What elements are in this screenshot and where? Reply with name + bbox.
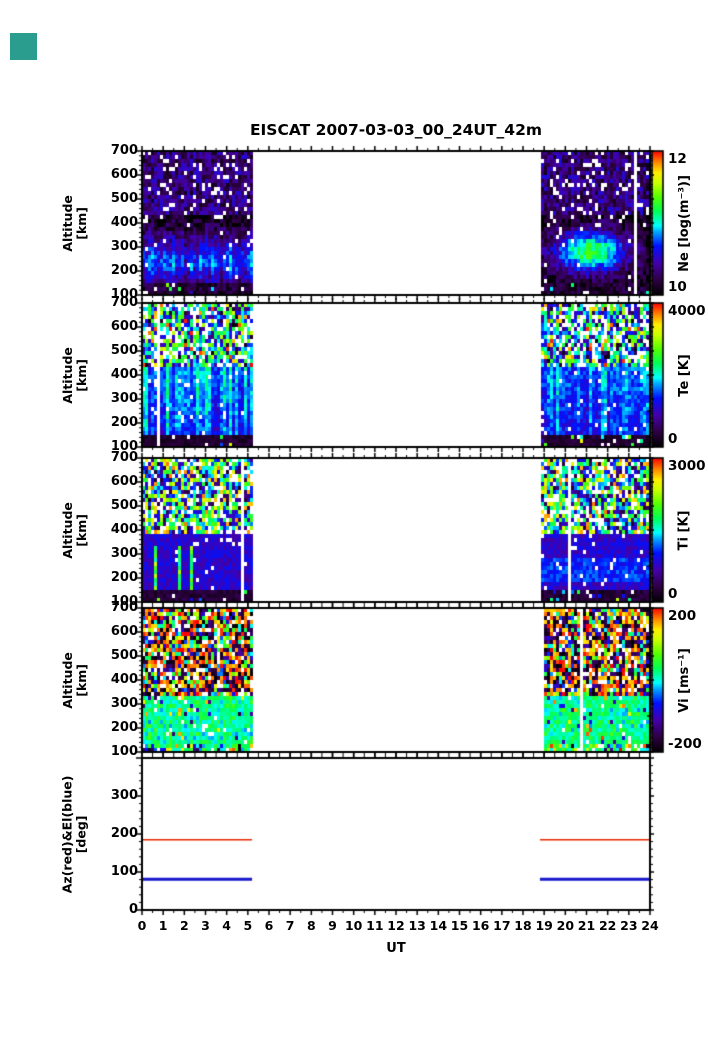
colorbar-label-ti: Ti [K] bbox=[664, 458, 706, 602]
x-tick-label: 22 bbox=[598, 918, 617, 933]
x-tick-label: 23 bbox=[620, 918, 638, 933]
y-tick-label: 300 bbox=[110, 239, 138, 254]
y-tick-label: 600 bbox=[110, 319, 138, 334]
x-tick-label: 16 bbox=[471, 918, 490, 933]
y-axis-label-vi: Altitude [km] bbox=[42, 608, 108, 752]
x-tick-label: 10 bbox=[344, 918, 363, 933]
y-tick-label: 700 bbox=[110, 295, 138, 310]
y-tick-label: 100 bbox=[110, 864, 138, 879]
colorbar-tick-label: 3000 bbox=[668, 458, 706, 474]
y-tick-label: 400 bbox=[110, 672, 138, 687]
x-tick-label: 17 bbox=[493, 918, 511, 933]
colorbar-label-ti-text: Ti [K] bbox=[676, 510, 692, 550]
x-tick-label: 21 bbox=[577, 918, 596, 933]
y-axis-label-te-text: Altitude [km] bbox=[59, 346, 89, 404]
y-tick-label: 200 bbox=[110, 720, 138, 735]
x-tick-label: 9 bbox=[328, 918, 337, 933]
colorbar-tick-label: 12 bbox=[668, 151, 687, 167]
colorbar-tick-label: 0 bbox=[668, 586, 678, 602]
y-axis-label-vi-text: Altitude [km] bbox=[59, 651, 89, 709]
y-tick-label: 400 bbox=[110, 522, 138, 537]
y-tick-label: 200 bbox=[110, 263, 138, 278]
y-axis-label-azel-text: Az(red)&El(blue) [deg] bbox=[59, 775, 90, 893]
y-tick-label: 400 bbox=[110, 367, 138, 382]
x-tick-label: 15 bbox=[450, 918, 469, 933]
y-tick-label: 600 bbox=[110, 624, 138, 639]
y-axis-label-ne-text: Altitude [km] bbox=[59, 194, 89, 252]
y-axis-label-ne: Altitude [km] bbox=[42, 151, 108, 295]
x-tick-label: 3 bbox=[201, 918, 210, 933]
x-tick-label: 5 bbox=[243, 918, 253, 933]
x-tick-label: 11 bbox=[366, 918, 384, 933]
y-tick-label: 200 bbox=[110, 826, 138, 841]
x-tick-label: 2 bbox=[179, 918, 189, 933]
x-tick-label: 24 bbox=[641, 918, 659, 933]
y-tick-label: 100 bbox=[110, 594, 138, 609]
y-tick-label: 100 bbox=[110, 287, 138, 302]
y-tick-label: 200 bbox=[110, 415, 138, 430]
y-tick-label: 600 bbox=[110, 474, 138, 489]
x-tick-label: 19 bbox=[535, 918, 553, 933]
y-tick-label: 600 bbox=[110, 167, 138, 182]
y-tick-label: 500 bbox=[110, 648, 138, 663]
x-tick-label: 1 bbox=[158, 918, 168, 933]
y-axis-label-azel: Az(red)&El(blue) [deg] bbox=[42, 758, 108, 910]
x-tick-label: 4 bbox=[222, 918, 231, 933]
x-tick-label: 6 bbox=[264, 918, 274, 933]
y-axis-label-ti-text: Altitude [km] bbox=[59, 501, 89, 559]
y-tick-label: 300 bbox=[110, 696, 138, 711]
x-axis-label: UT bbox=[386, 941, 406, 956]
y-axis-label-ti: Altitude [km] bbox=[42, 458, 108, 602]
y-tick-label: 300 bbox=[110, 788, 138, 803]
y-tick-label: 500 bbox=[110, 498, 138, 513]
x-tick-label: 8 bbox=[306, 918, 316, 933]
x-tick-label: 20 bbox=[556, 918, 575, 933]
colorbar-tick-label: 4000 bbox=[668, 303, 706, 319]
colorbar-label-ne-text: Ne [log(m⁻³)] bbox=[676, 174, 692, 272]
y-axis-label-te: Altitude [km] bbox=[42, 303, 108, 447]
y-tick-label: 700 bbox=[110, 600, 138, 615]
colorbar-label-ne: Ne [log(m⁻³)] bbox=[664, 151, 706, 295]
colorbar-tick-label: 10 bbox=[668, 279, 687, 295]
y-tick-label: 300 bbox=[110, 546, 138, 561]
colorbar-label-te: Te [K] bbox=[664, 303, 706, 447]
colorbar-tick-label: 200 bbox=[668, 608, 697, 624]
x-tick-label: 7 bbox=[285, 918, 295, 933]
y-tick-label: 300 bbox=[110, 391, 138, 406]
colorbar-label-te-text: Te [K] bbox=[676, 353, 692, 397]
colorbar-tick-label: 0 bbox=[668, 431, 678, 447]
x-tick-label: 14 bbox=[429, 918, 448, 933]
y-tick-label: 400 bbox=[110, 215, 138, 230]
colorbar-label-vi: Vi [ms⁻¹] bbox=[664, 608, 706, 752]
colorbar-tick-label: -200 bbox=[668, 736, 702, 752]
colorbar-label-vi-text: Vi [ms⁻¹] bbox=[676, 647, 692, 713]
chart-title: EISCAT 2007-03-03_00_24UT_42m bbox=[249, 121, 543, 139]
y-tick-label: 200 bbox=[110, 570, 138, 585]
x-tick-label: 13 bbox=[408, 918, 426, 933]
y-tick-label: 0 bbox=[128, 902, 138, 917]
x-tick-label: 12 bbox=[387, 918, 405, 933]
y-tick-label: 100 bbox=[110, 744, 138, 759]
x-tick-label: 18 bbox=[514, 918, 532, 933]
x-tick-label: 0 bbox=[137, 918, 147, 933]
y-tick-label: 500 bbox=[110, 343, 138, 358]
y-tick-label: 700 bbox=[110, 450, 138, 465]
y-tick-label: 700 bbox=[110, 143, 138, 158]
y-tick-label: 100 bbox=[110, 439, 138, 454]
y-tick-label: 500 bbox=[110, 191, 138, 206]
